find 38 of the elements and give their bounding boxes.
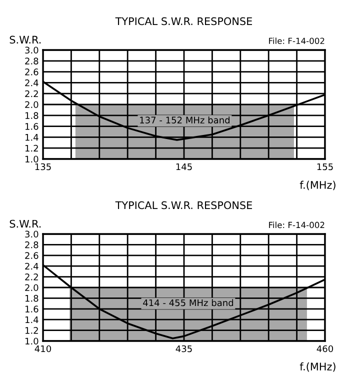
y-tick-label: 2.2: [25, 90, 38, 98]
chart-title: TYPICAL S.W.R. RESPONSE: [115, 17, 252, 26]
y-tick-label: 1.6: [25, 306, 38, 312]
y-tick-label: 1.2: [25, 144, 38, 152]
y-tick-label: 1.8: [25, 112, 38, 119]
y-tick-label: 2.6: [25, 68, 38, 76]
band-label: 414 - 455 MHz band: [143, 299, 234, 306]
y-tick-label: 1.6: [25, 123, 38, 130]
x-axis-title: f.(MHz): [300, 180, 336, 190]
text: File: F-14-002: [269, 222, 324, 228]
text: File: F-14-002: [269, 38, 324, 44]
y-tick-label: 2.0: [25, 101, 38, 108]
y-tick-label: 2.4: [25, 262, 38, 270]
x-tick-label: 410: [34, 345, 52, 352]
y-tick-label: 2.4: [25, 79, 38, 86]
y-tick-label: 2.2: [25, 274, 38, 280]
x-tick-label: 145: [176, 163, 192, 170]
y-tick-label: 2.8: [25, 241, 38, 248]
y-tick-label: 3.0: [25, 46, 38, 54]
x-tick-label: 435: [176, 345, 192, 352]
y-tick-label: 2.0: [25, 284, 38, 292]
band-label: 137 - 152 MHz band: [140, 116, 230, 124]
x-tick-label: 135: [35, 163, 51, 170]
x-axis-title: f.(MHz): [300, 362, 336, 372]
y-tick-label: 2.8: [25, 58, 38, 64]
y-tick-label: 3.0: [25, 230, 38, 238]
y-axis-title: S.W.R.: [10, 36, 41, 44]
y-tick-label: 1.0: [25, 338, 38, 345]
y-tick-label: 2.6: [25, 252, 38, 259]
y-tick-label: 1.4: [25, 316, 38, 324]
chart-title: TYPICAL S.W.R. RESPONSE: [115, 201, 252, 210]
y-axis-title: S.W.R.: [10, 220, 41, 228]
y-tick-label: 1.2: [25, 327, 38, 334]
x-tick-label: 155: [317, 163, 333, 170]
y-tick-label: 1.4: [25, 134, 38, 141]
y-tick-label: 1.0: [25, 156, 38, 163]
x-tick-label: 460: [316, 345, 334, 352]
y-tick-label: 1.8: [25, 294, 38, 302]
